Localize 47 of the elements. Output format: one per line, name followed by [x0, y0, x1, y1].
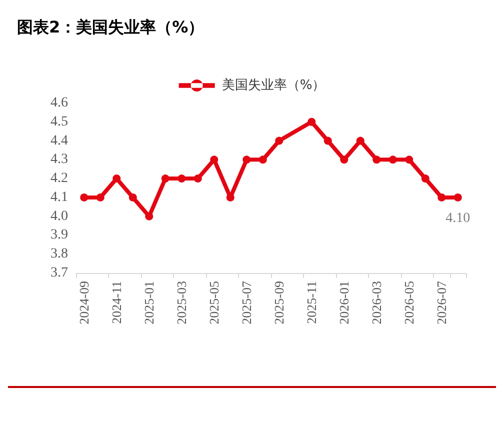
point — [324, 136, 332, 145]
point — [178, 174, 186, 183]
point — [96, 193, 104, 202]
point — [438, 193, 446, 202]
point — [356, 136, 364, 145]
point — [258, 156, 267, 164]
point — [210, 156, 218, 164]
x-tick-label: 2026-03 — [369, 281, 384, 324]
y-tick-label: 4.6 — [50, 96, 68, 110]
x-tick-label: 2024-09 — [76, 281, 92, 324]
y-tick-label: 4.3 — [50, 152, 68, 168]
x-tick-label: 2026-01 — [336, 281, 352, 324]
x-tick-label: 2025-05 — [206, 281, 222, 324]
point — [340, 156, 348, 164]
point — [80, 193, 88, 202]
data-label: 4.10 — [446, 210, 470, 226]
y-tick-label: 3.7 — [50, 266, 68, 280]
point — [128, 193, 137, 202]
point — [421, 174, 430, 183]
point — [194, 174, 202, 183]
point — [242, 156, 251, 164]
point — [388, 156, 397, 164]
x-tick-label: 2025-01 — [142, 281, 157, 324]
y-tick-label: 4.1 — [50, 190, 68, 205]
x-tick-label: 2025-07 — [239, 280, 254, 324]
y-tick-label: 4.0 — [50, 208, 68, 224]
point — [275, 136, 284, 145]
point — [112, 174, 121, 183]
y-tick-label: 3.8 — [50, 246, 68, 262]
x-tick-label: 2025-03 — [174, 281, 190, 324]
point — [372, 156, 381, 164]
x-tick-label: 2025-11 — [304, 281, 320, 324]
point — [161, 174, 170, 183]
x-tick-label: 2025-09 — [272, 281, 287, 324]
point — [308, 118, 316, 126]
x-tick-label: 2026-07 — [434, 280, 450, 324]
x-tick-label: 2026-05 — [402, 281, 417, 324]
x-tick-label: 2024-11 — [109, 281, 124, 324]
y-tick-label: 3.9 — [50, 228, 68, 243]
point — [145, 212, 154, 220]
point — [454, 193, 462, 202]
y-tick-label: 4.2 — [50, 171, 68, 186]
chart-title: 图表2：美国失业率（%） — [17, 18, 204, 36]
y-tick-label: 4.5 — [50, 114, 68, 130]
y-tick-label: 4.4 — [50, 133, 68, 148]
legend-label: 美国失业率（%） — [222, 77, 326, 93]
point — [405, 156, 414, 164]
